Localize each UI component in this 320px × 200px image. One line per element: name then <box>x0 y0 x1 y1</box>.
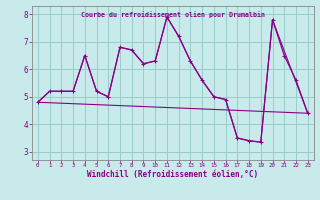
Text: Courbe du refroidissement olien pour Drumalbin: Courbe du refroidissement olien pour Dru… <box>81 11 265 18</box>
X-axis label: Windchill (Refroidissement éolien,°C): Windchill (Refroidissement éolien,°C) <box>87 170 258 179</box>
